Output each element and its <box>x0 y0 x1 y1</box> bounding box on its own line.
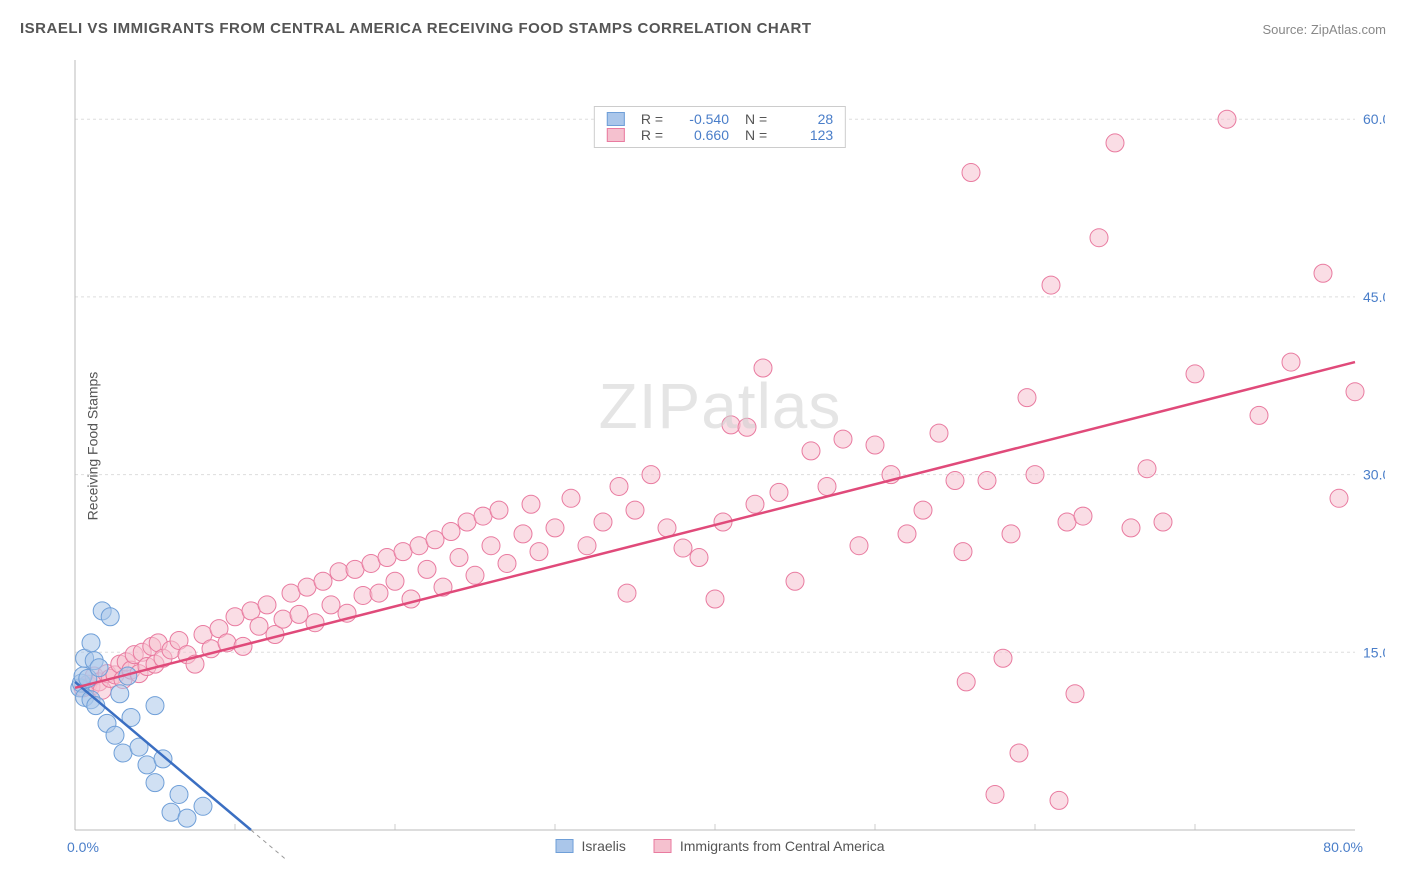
r-value-israelis: -0.540 <box>679 111 729 127</box>
svg-text:60.0%: 60.0% <box>1363 111 1385 127</box>
legend-swatch-israelis <box>607 112 625 126</box>
svg-text:80.0%: 80.0% <box>1323 839 1363 855</box>
r-label: R = <box>641 111 663 127</box>
source-attribution: Source: ZipAtlas.com <box>1262 22 1386 37</box>
legend-swatch-central-america-b <box>654 839 672 853</box>
legend-row-central-america: R = 0.660 N = 123 <box>607 127 833 143</box>
r-value-central-america: 0.660 <box>679 127 729 143</box>
svg-text:30.0%: 30.0% <box>1363 467 1385 483</box>
scatter-chart: 15.0%30.0%45.0%60.0%0.0%80.0% ZIPatlas R… <box>55 50 1385 860</box>
chart-svg: 15.0% 30.0% 45.0% 60.0% 0.0% 80.0% <box>55 50 1385 860</box>
n-value-central-america: 123 <box>783 127 833 143</box>
svg-text:15.0%: 15.0% <box>1363 644 1385 660</box>
legend-item-central-america: Immigrants from Central America <box>654 838 885 854</box>
n-value-israelis: 28 <box>783 111 833 127</box>
svg-text:45.0%: 45.0% <box>1363 289 1385 305</box>
legend-label-central-america: Immigrants from Central America <box>680 838 885 854</box>
n-label: N = <box>745 127 767 143</box>
legend-series: Israelis Immigrants from Central America <box>556 838 885 854</box>
r-label: R = <box>641 127 663 143</box>
n-label: N = <box>745 111 767 127</box>
legend-row-israelis: R = -0.540 N = 28 <box>607 111 833 127</box>
legend-swatch-central-america <box>607 128 625 142</box>
chart-title: ISRAELI VS IMMIGRANTS FROM CENTRAL AMERI… <box>20 20 812 37</box>
svg-text:0.0%: 0.0% <box>67 839 99 855</box>
legend-item-israelis: Israelis <box>556 838 626 854</box>
legend-correlation: R = -0.540 N = 28 R = 0.660 N = 123 <box>594 106 846 148</box>
legend-label-israelis: Israelis <box>582 838 626 854</box>
legend-swatch-israelis-b <box>556 839 574 853</box>
